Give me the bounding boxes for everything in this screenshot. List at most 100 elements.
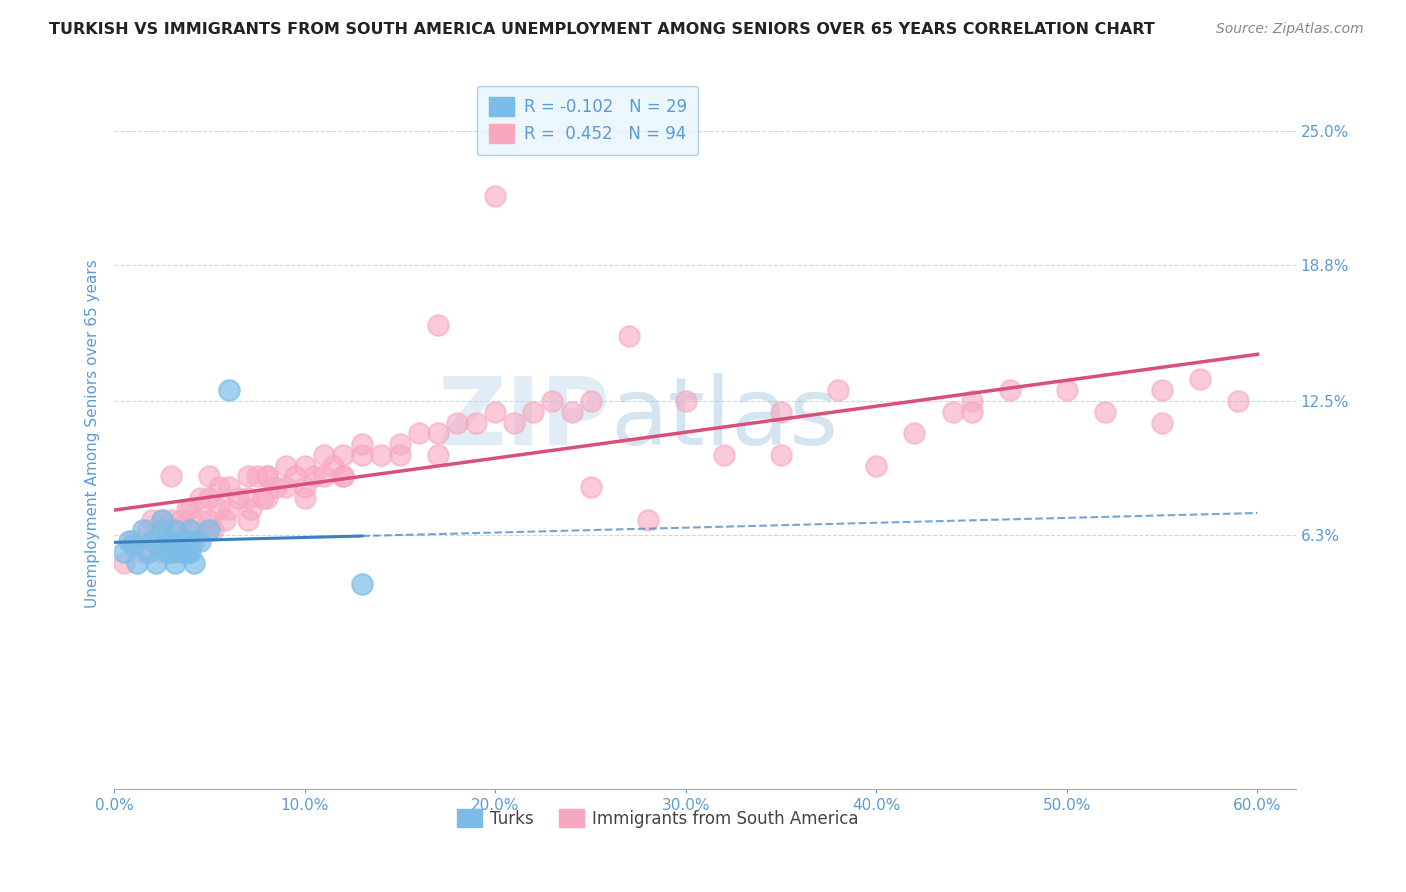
Point xyxy=(427,448,450,462)
Point xyxy=(770,448,793,462)
Point xyxy=(179,534,201,549)
Point xyxy=(332,469,354,483)
Point xyxy=(294,480,316,494)
Point xyxy=(1056,383,1078,397)
Point xyxy=(332,448,354,462)
Point xyxy=(236,513,259,527)
Point xyxy=(132,545,155,559)
Text: Source: ZipAtlas.com: Source: ZipAtlas.com xyxy=(1216,22,1364,37)
Point xyxy=(188,534,211,549)
Point xyxy=(1227,394,1250,409)
Point xyxy=(312,469,335,483)
Point xyxy=(218,501,240,516)
Text: atlas: atlas xyxy=(610,373,838,465)
Y-axis label: Unemployment Among Seniors over 65 years: Unemployment Among Seniors over 65 years xyxy=(86,259,100,607)
Point xyxy=(112,545,135,559)
Point xyxy=(1189,372,1212,386)
Point xyxy=(138,545,160,559)
Point xyxy=(132,524,155,538)
Point xyxy=(145,556,167,570)
Point xyxy=(942,405,965,419)
Point xyxy=(202,524,225,538)
Point xyxy=(165,524,187,538)
Point xyxy=(150,524,173,538)
Point xyxy=(183,556,205,570)
Point xyxy=(179,524,201,538)
Point xyxy=(246,469,269,483)
Point xyxy=(156,524,179,538)
Point xyxy=(179,501,201,516)
Point xyxy=(218,383,240,397)
Point xyxy=(252,491,274,505)
Point xyxy=(522,405,544,419)
Point xyxy=(579,394,602,409)
Point xyxy=(179,524,201,538)
Point xyxy=(150,513,173,527)
Text: TURKISH VS IMMIGRANTS FROM SOUTH AMERICA UNEMPLOYMENT AMONG SENIORS OVER 65 YEAR: TURKISH VS IMMIGRANTS FROM SOUTH AMERICA… xyxy=(49,22,1154,37)
Point xyxy=(284,469,307,483)
Point xyxy=(176,501,198,516)
Point xyxy=(484,405,506,419)
Point xyxy=(865,458,887,473)
Point xyxy=(188,513,211,527)
Point xyxy=(198,513,221,527)
Legend: Turks, Immigrants from South America: Turks, Immigrants from South America xyxy=(450,802,865,834)
Point xyxy=(960,405,983,419)
Point xyxy=(446,416,468,430)
Point xyxy=(166,534,188,549)
Point xyxy=(1094,405,1116,419)
Point xyxy=(236,469,259,483)
Point xyxy=(170,513,193,527)
Point xyxy=(198,491,221,505)
Point xyxy=(122,539,145,553)
Point xyxy=(188,491,211,505)
Point xyxy=(176,545,198,559)
Point xyxy=(208,480,231,494)
Point xyxy=(256,469,278,483)
Point xyxy=(170,534,193,549)
Point xyxy=(427,426,450,441)
Point xyxy=(713,448,735,462)
Point xyxy=(160,545,183,559)
Point xyxy=(170,524,193,538)
Point xyxy=(960,394,983,409)
Point xyxy=(170,545,193,559)
Point xyxy=(350,448,373,462)
Point xyxy=(138,524,160,538)
Point xyxy=(183,534,205,549)
Point xyxy=(256,491,278,505)
Point xyxy=(165,524,187,538)
Point xyxy=(1152,383,1174,397)
Point xyxy=(214,513,236,527)
Point xyxy=(256,469,278,483)
Point xyxy=(350,577,373,591)
Point xyxy=(176,534,198,549)
Point xyxy=(637,513,659,527)
Point xyxy=(903,426,925,441)
Point xyxy=(408,426,430,441)
Point xyxy=(264,480,287,494)
Point xyxy=(770,405,793,419)
Point xyxy=(240,501,263,516)
Point xyxy=(141,513,163,527)
Point xyxy=(503,416,526,430)
Point xyxy=(122,534,145,549)
Point xyxy=(541,394,564,409)
Point xyxy=(165,556,187,570)
Point xyxy=(150,513,173,527)
Point xyxy=(579,480,602,494)
Point xyxy=(150,545,173,559)
Point xyxy=(370,448,392,462)
Point xyxy=(560,405,582,419)
Point xyxy=(274,480,297,494)
Point xyxy=(389,448,412,462)
Point xyxy=(179,545,201,559)
Point xyxy=(226,491,249,505)
Point xyxy=(156,545,179,559)
Point xyxy=(998,383,1021,397)
Point xyxy=(194,524,217,538)
Point xyxy=(208,501,231,516)
Point xyxy=(312,448,335,462)
Point xyxy=(465,416,488,430)
Point xyxy=(1152,416,1174,430)
